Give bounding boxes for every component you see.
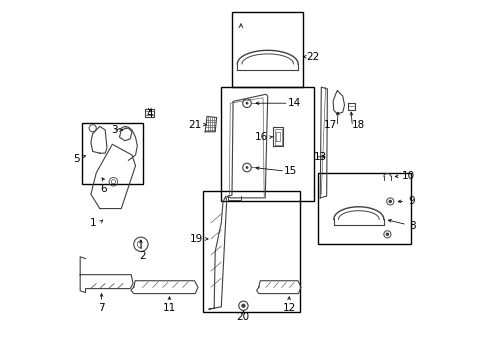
Text: 18: 18 <box>351 120 364 130</box>
Bar <box>203 191 299 312</box>
Text: 11: 11 <box>163 303 176 313</box>
Text: 5: 5 <box>73 154 80 163</box>
Text: 4: 4 <box>146 109 153 118</box>
Circle shape <box>245 166 248 169</box>
Circle shape <box>385 233 388 236</box>
Text: 2: 2 <box>139 251 146 261</box>
Text: 14: 14 <box>287 98 300 108</box>
Bar <box>221 87 313 202</box>
Bar <box>82 123 142 184</box>
Text: 17: 17 <box>324 120 337 130</box>
Text: 22: 22 <box>305 52 319 62</box>
Circle shape <box>387 200 391 203</box>
Bar <box>231 12 303 87</box>
Text: 8: 8 <box>408 221 415 231</box>
Text: 20: 20 <box>236 312 249 322</box>
Text: 3: 3 <box>111 125 118 135</box>
Circle shape <box>245 102 248 105</box>
Text: 13: 13 <box>313 152 327 162</box>
Text: 6: 6 <box>100 184 106 194</box>
Text: 19: 19 <box>190 234 203 244</box>
Text: 10: 10 <box>401 171 414 181</box>
Text: 9: 9 <box>408 197 415 206</box>
Text: 21: 21 <box>188 120 201 130</box>
Circle shape <box>241 303 245 308</box>
Text: 7: 7 <box>98 303 105 313</box>
Bar <box>317 173 410 244</box>
Text: 15: 15 <box>283 166 296 176</box>
Text: 1: 1 <box>89 218 96 228</box>
Text: 12: 12 <box>282 303 295 313</box>
Text: 16: 16 <box>254 132 267 142</box>
